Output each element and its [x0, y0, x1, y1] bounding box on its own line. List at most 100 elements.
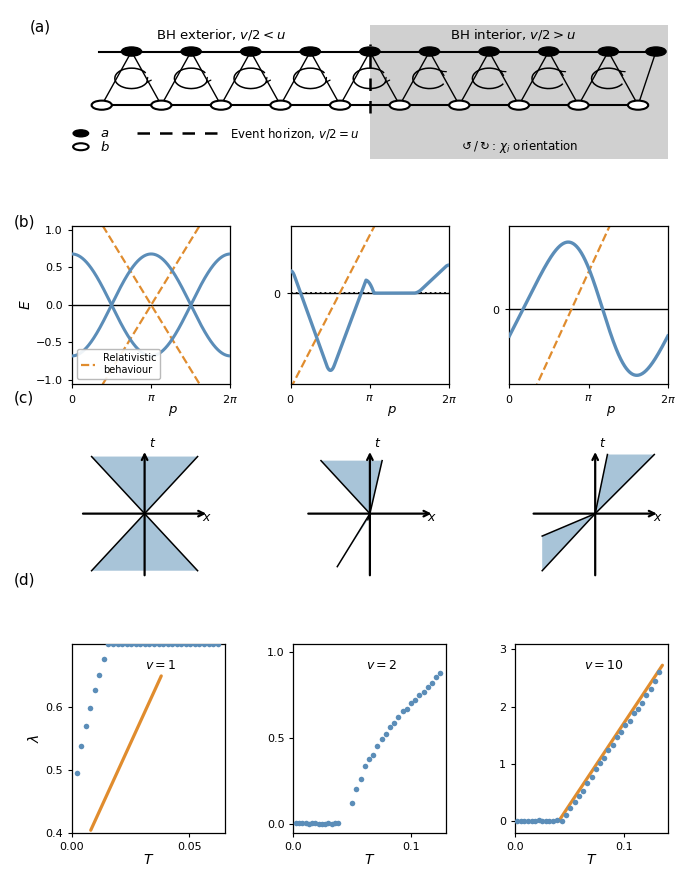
Point: [641, 687, 652, 701]
Text: $t$: $t$: [599, 438, 606, 450]
Text: $p$: $p$: [169, 404, 178, 418]
Point: [333, 816, 344, 830]
Point: [401, 702, 412, 716]
Point: [180, 637, 191, 651]
Text: $a$: $a$: [100, 127, 109, 140]
Circle shape: [151, 100, 171, 110]
Point: [140, 637, 151, 651]
Point: [112, 637, 123, 651]
Point: [616, 725, 627, 739]
Point: [162, 637, 173, 651]
Point: [628, 706, 639, 720]
Text: (d): (d): [14, 572, 35, 587]
Point: [329, 816, 340, 830]
Text: Event horizon, $v/2 = u$: Event horizon, $v/2 = u$: [230, 126, 360, 141]
Point: [310, 817, 321, 831]
Polygon shape: [321, 461, 382, 514]
Point: [406, 696, 416, 710]
Point: [313, 817, 324, 831]
Circle shape: [92, 100, 112, 110]
Point: [71, 766, 82, 781]
Point: [582, 776, 593, 790]
Point: [380, 727, 391, 741]
Circle shape: [598, 47, 619, 56]
Circle shape: [419, 47, 440, 56]
Point: [537, 813, 548, 827]
Point: [326, 817, 337, 831]
Point: [376, 732, 387, 746]
Y-axis label: $E$: $E$: [19, 300, 33, 310]
Point: [624, 714, 635, 729]
Point: [645, 682, 656, 696]
Circle shape: [569, 100, 588, 110]
Point: [149, 637, 160, 651]
Polygon shape: [92, 456, 197, 514]
Point: [190, 637, 201, 651]
Point: [590, 761, 601, 775]
Point: [515, 814, 526, 828]
Point: [94, 669, 105, 683]
Point: [523, 814, 534, 828]
Point: [599, 751, 610, 765]
Text: $x$: $x$: [427, 511, 437, 524]
Point: [393, 710, 404, 724]
Point: [569, 796, 580, 810]
Text: BH exterior, $v/2 < u$: BH exterior, $v/2 < u$: [156, 27, 286, 42]
Point: [431, 670, 442, 685]
Point: [294, 816, 305, 830]
Point: [620, 718, 631, 732]
Circle shape: [628, 100, 648, 110]
Text: $\circlearrowleft$/$\circlearrowright$: $\chi_i$ orientation: $\circlearrowleft$/$\circlearrowright$: …: [460, 138, 578, 155]
Point: [586, 770, 597, 784]
Point: [612, 730, 623, 744]
Point: [185, 637, 196, 651]
Point: [130, 637, 141, 651]
Circle shape: [73, 130, 88, 137]
Point: [166, 637, 177, 651]
Point: [208, 637, 219, 651]
Point: [384, 721, 395, 735]
Point: [368, 748, 379, 762]
Point: [544, 814, 555, 828]
Circle shape: [509, 100, 529, 110]
Point: [389, 716, 400, 730]
Point: [360, 759, 371, 773]
Point: [121, 637, 132, 651]
Point: [80, 719, 91, 733]
Point: [126, 637, 137, 651]
Y-axis label: $\lambda$: $\lambda$: [27, 733, 42, 743]
Circle shape: [121, 47, 142, 56]
Circle shape: [240, 47, 261, 56]
Text: (c): (c): [14, 390, 34, 405]
Text: $p$: $p$: [606, 404, 616, 418]
Point: [540, 814, 551, 828]
Text: BH interior, $v/2 > u$: BH interior, $v/2 > u$: [450, 27, 576, 42]
Point: [76, 739, 87, 753]
Point: [194, 637, 205, 651]
Point: [116, 637, 127, 651]
Point: [351, 781, 362, 796]
Point: [607, 738, 618, 752]
Point: [565, 801, 576, 815]
Text: (a): (a): [30, 19, 51, 34]
Point: [533, 813, 544, 827]
Circle shape: [390, 100, 410, 110]
Circle shape: [646, 47, 666, 56]
X-axis label: $T$: $T$: [586, 853, 597, 867]
Circle shape: [538, 47, 559, 56]
Point: [372, 739, 383, 753]
Point: [637, 696, 648, 710]
Circle shape: [360, 47, 380, 56]
Text: $t$: $t$: [149, 438, 156, 450]
Point: [300, 816, 311, 830]
Circle shape: [479, 47, 499, 56]
Point: [323, 816, 334, 830]
Point: [556, 814, 567, 828]
Point: [316, 817, 327, 831]
Point: [347, 796, 358, 810]
Point: [561, 808, 572, 822]
Point: [547, 814, 558, 828]
Point: [397, 704, 408, 718]
Circle shape: [211, 100, 231, 110]
Point: [199, 637, 210, 651]
